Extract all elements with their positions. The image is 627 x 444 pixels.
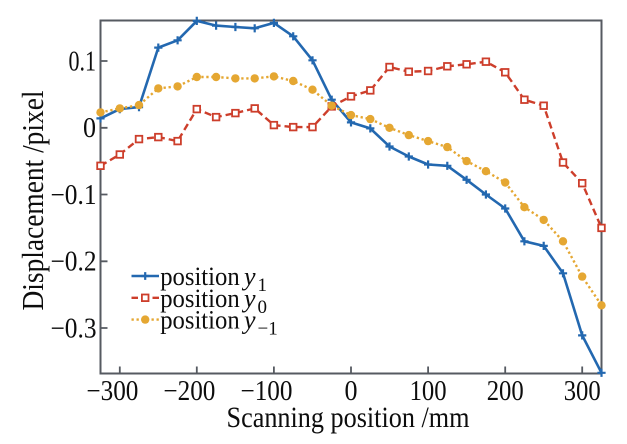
svg-text:y: y: [241, 262, 256, 291]
svg-text:−300: −300: [86, 376, 138, 407]
svg-text:300: 300: [564, 376, 601, 407]
svg-text:100: 100: [410, 376, 447, 407]
svg-text:Scanning position /mm: Scanning position /mm: [227, 401, 470, 434]
svg-text:0.1: 0.1: [69, 46, 97, 77]
svg-text:−100: −100: [241, 376, 293, 407]
svg-text:y: y: [241, 284, 256, 313]
svg-text:0: 0: [345, 376, 358, 407]
svg-text:−0.2: −0.2: [51, 247, 97, 278]
svg-text:0: 0: [258, 297, 268, 318]
svg-text:position: position: [160, 306, 240, 335]
svg-text:−0.3: −0.3: [51, 313, 97, 344]
svg-text:−200: −200: [163, 376, 215, 407]
svg-text:−0.1: −0.1: [51, 180, 97, 211]
svg-text:position: position: [160, 284, 240, 313]
svg-text:0: 0: [83, 113, 96, 144]
svg-text:−1: −1: [258, 319, 278, 340]
svg-text:200: 200: [487, 376, 524, 407]
svg-text:position: position: [160, 262, 240, 291]
svg-text:1: 1: [258, 275, 268, 296]
svg-text:Displacement /pixel: Displacement /pixel: [16, 91, 50, 311]
svg-text:y: y: [241, 306, 256, 335]
